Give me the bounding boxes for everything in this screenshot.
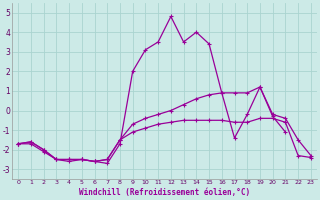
X-axis label: Windchill (Refroidissement éolien,°C): Windchill (Refroidissement éolien,°C): [79, 188, 250, 197]
